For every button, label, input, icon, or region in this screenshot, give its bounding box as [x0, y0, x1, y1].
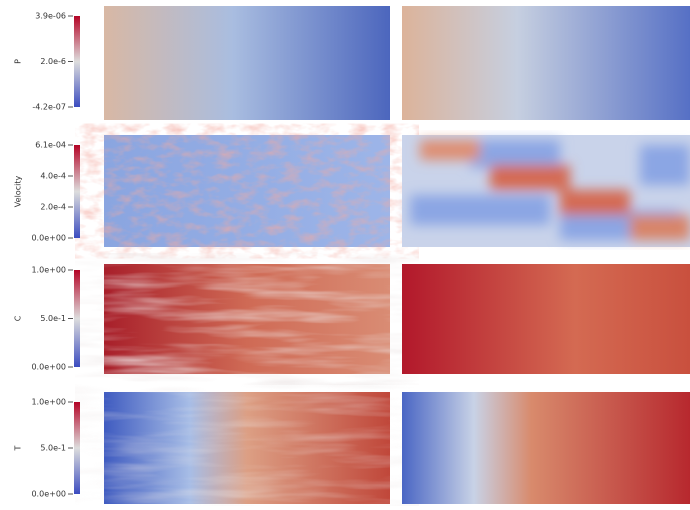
- field-texture: [104, 264, 390, 374]
- field-panel: [402, 264, 690, 374]
- colorbar-tick-label: 5.0e-1: [40, 444, 66, 453]
- colorbar: [74, 145, 80, 238]
- field-texture: [104, 392, 390, 504]
- colorbar-tick-label: -4.2e-07: [32, 103, 66, 112]
- colorbar: [74, 402, 80, 494]
- colorbar: [74, 270, 80, 367]
- row-label: Velocity: [14, 176, 23, 208]
- field-texture: [104, 135, 390, 247]
- colorbar-tick-label: 0.0e+00: [31, 363, 66, 372]
- row-label: P: [14, 59, 23, 64]
- colorbar-tick-label: 6.1e-04: [35, 141, 66, 150]
- figure: P 3.9e-06 2.0e-6 -4.2e-07 Velocity 6.1e-04 4.0…: [0, 0, 690, 506]
- panels: [104, 6, 690, 504]
- colorbar-tick-label: 3.9e-06: [35, 12, 66, 21]
- colorbar-tick-label: 1.0e+00: [31, 266, 66, 275]
- colorbar-tick-label: 0.0e+00: [31, 490, 66, 499]
- colorbar-tick-label: 2.0e-6: [40, 57, 66, 66]
- colorbar-tick-label: 0.0e+00: [31, 234, 66, 243]
- field-panel: [104, 6, 390, 120]
- colorbar-tick-label: 5.0e-1: [40, 314, 66, 323]
- field-panel: [402, 6, 690, 120]
- row-label: C: [14, 315, 23, 321]
- colorbar-tick-label: 4.0e-4: [40, 172, 66, 181]
- colorbar-tick-label: 2.0e-4: [40, 203, 66, 212]
- row-label: T: [14, 445, 23, 451]
- colorbar: [74, 16, 80, 107]
- field-panel: [402, 392, 690, 504]
- colorbar-tick-label: 1.0e+00: [31, 398, 66, 407]
